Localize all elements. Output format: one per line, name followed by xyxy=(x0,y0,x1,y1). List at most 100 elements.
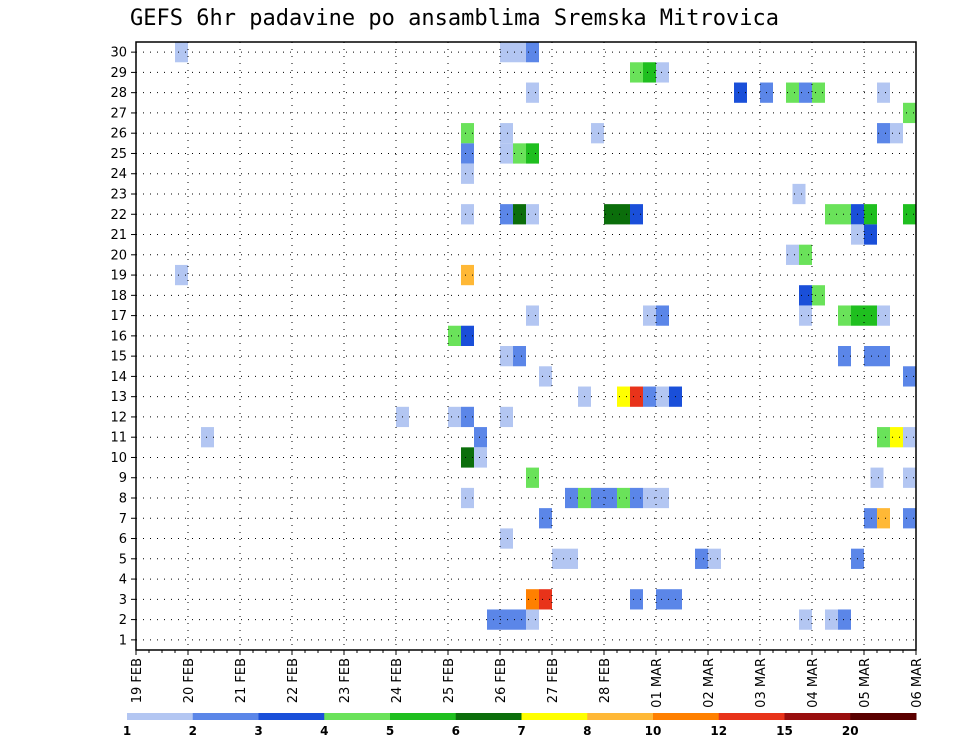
heatmap-cell xyxy=(656,589,669,610)
heatmap-cell xyxy=(656,487,669,509)
heatmap-cell xyxy=(552,548,565,569)
heatmap-cell xyxy=(890,427,903,448)
heatmap-cell xyxy=(792,183,806,205)
heatmap-cell xyxy=(903,427,916,448)
colorbar-segment xyxy=(258,713,325,720)
chart-title: GEFS 6hr padavine po ansamblima Sremska … xyxy=(130,6,780,31)
x-axis: 19 FEB 20 FEB 21 FEB 22 FEB 23 FEB 24 FEB 25 F… xyxy=(130,650,925,708)
heatmap-cell xyxy=(708,548,721,569)
heatmap-cell xyxy=(175,42,188,63)
colorbar-segment xyxy=(718,713,785,720)
y-tick-label: 2 xyxy=(119,613,127,628)
colorbar-label: 10 xyxy=(645,724,662,738)
heatmap-cell xyxy=(617,204,630,225)
colorbar-segment xyxy=(521,713,588,720)
heatmap-cell xyxy=(591,487,604,509)
heatmap-cell xyxy=(526,467,539,488)
heatmap-cell xyxy=(838,305,851,326)
heatmap-cell xyxy=(870,467,884,488)
heatmap-cell xyxy=(630,386,643,407)
colorbar-segment xyxy=(324,713,391,720)
heatmap-cell xyxy=(903,366,916,387)
heatmap-cell xyxy=(513,143,526,164)
y-tick-label: 29 xyxy=(110,66,127,81)
heatmap-cell xyxy=(461,143,474,164)
heatmap-cell xyxy=(617,386,630,407)
heatmap-cell xyxy=(630,589,643,610)
colorbar-label: 15 xyxy=(776,724,793,738)
colorbar-segment xyxy=(127,713,194,720)
heatmap-cell xyxy=(838,204,851,225)
y-tick-label: 22 xyxy=(110,208,127,223)
heatmap-cell xyxy=(539,589,552,610)
colorbar-label: 5 xyxy=(386,724,394,738)
heatmap-cell xyxy=(500,143,513,164)
x-tick-label: 06 MAR xyxy=(910,658,925,708)
x-tick-label: 23 FEB xyxy=(338,658,353,703)
heatmap-cell xyxy=(643,305,656,326)
heatmap-cell xyxy=(526,589,539,610)
y-tick-label: 25 xyxy=(110,147,127,162)
y-tick-label: 23 xyxy=(110,188,127,203)
colorbar-label: 3 xyxy=(254,724,262,738)
heatmap-cell xyxy=(461,487,474,509)
heatmap-cell xyxy=(500,528,513,549)
y-tick-label: 27 xyxy=(110,106,127,121)
heatmap-cell xyxy=(864,224,877,245)
x-tick-label: 20 FEB xyxy=(182,658,197,703)
heatmap-cell xyxy=(630,62,643,83)
heatmap-cell xyxy=(890,123,903,144)
heatmap-cell xyxy=(500,406,513,428)
heatmap-cell xyxy=(461,406,474,428)
heatmap-cell xyxy=(903,204,916,225)
colorbar-label: 6 xyxy=(452,724,460,738)
heatmap-cell xyxy=(513,42,526,63)
heatmap-cell xyxy=(526,42,539,63)
colorbar-segment xyxy=(587,713,654,720)
heatmap-cell xyxy=(838,346,851,367)
heatmap-cell xyxy=(604,487,617,509)
heatmap-cell xyxy=(825,204,838,225)
heatmap-cell xyxy=(812,82,825,103)
heatmap-cell xyxy=(448,406,461,428)
y-tick-label: 19 xyxy=(110,269,127,284)
y-tick-label: 1 xyxy=(119,633,127,648)
y-tick-label: 24 xyxy=(110,167,127,182)
colorbar-segment xyxy=(455,713,522,720)
heatmap-cell xyxy=(500,42,513,63)
heatmap-cell xyxy=(526,204,539,225)
y-tick-label: 28 xyxy=(110,86,127,101)
heatmap-cell xyxy=(799,305,812,326)
colorbar-segment xyxy=(784,713,851,720)
heatmap-cell xyxy=(656,305,669,326)
heatmap-cell xyxy=(461,204,474,225)
heatmap-cell xyxy=(630,204,643,225)
x-tick-label: 02 MAR xyxy=(702,658,717,708)
heatmap-cell xyxy=(526,305,539,326)
heatmap-cell xyxy=(903,467,916,488)
heatmap-cell xyxy=(864,346,877,367)
x-tick-label: 26 FEB xyxy=(494,658,509,703)
heatmap-cell xyxy=(474,427,487,448)
heatmap-cell xyxy=(461,163,474,184)
heatmap-cell xyxy=(864,204,877,225)
y-tick-label: 13 xyxy=(110,390,127,405)
heatmap-cell xyxy=(838,609,851,630)
heatmap-cell xyxy=(500,609,513,630)
heatmap-cell xyxy=(864,305,877,326)
heatmap-cell xyxy=(734,82,747,103)
heatmap-cell xyxy=(526,82,539,103)
heatmap-cell xyxy=(695,548,708,569)
heatmap-cell xyxy=(877,508,890,529)
heatmap-cell xyxy=(539,366,552,387)
heatmap-cell xyxy=(526,143,539,164)
colorbar-label: 4 xyxy=(320,724,328,738)
heatmap-cell xyxy=(903,102,916,124)
cells-layer xyxy=(175,42,916,630)
heatmap-cell xyxy=(825,609,838,630)
colorbar-label: 8 xyxy=(583,724,591,738)
heatmap-cell xyxy=(656,62,669,83)
heatmap-cell xyxy=(513,204,526,225)
x-tick-label: 22 FEB xyxy=(286,658,301,703)
x-tick-label: 03 MAR xyxy=(754,658,769,708)
